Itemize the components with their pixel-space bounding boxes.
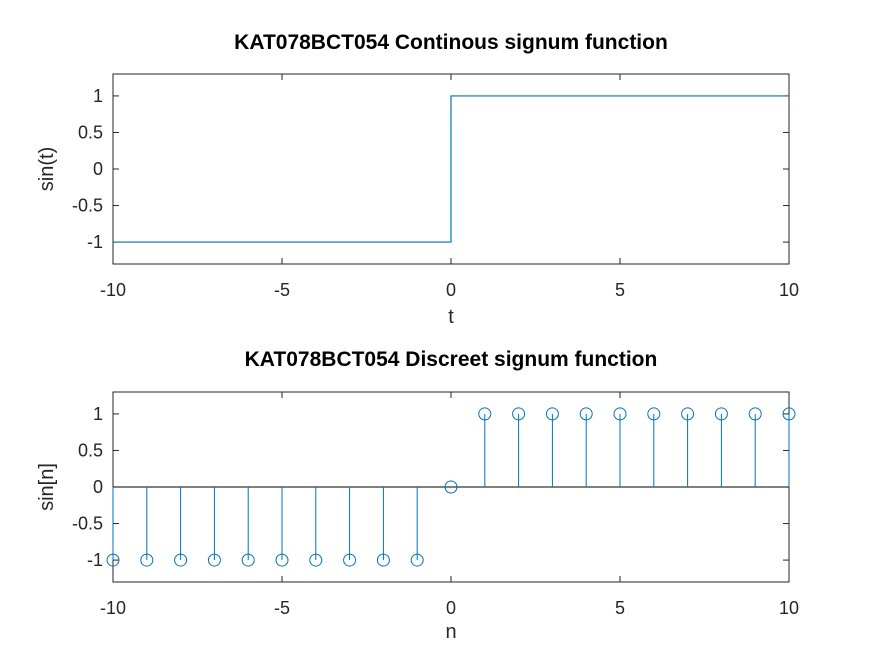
bottom-y-tick-label: 0.5: [78, 440, 103, 460]
bottom-stem-marker: [444, 480, 458, 494]
bottom-stem-marker: [579, 407, 593, 421]
bottom-subplot: KAT078BCT054 Discreet signum function n …: [36, 348, 799, 643]
bottom-x-tick-label: 5: [615, 598, 625, 618]
top-y-tick-label: -0.5: [72, 196, 103, 216]
top-subplot: KAT078BCT054 Continous signum function t…: [36, 31, 799, 328]
top-chart-title: KAT078BCT054 Continous signum function: [234, 31, 668, 54]
bottom-y-tick-label: -0.5: [72, 514, 103, 534]
top-x-tick-label: 5: [615, 280, 625, 300]
bottom-stem-marker: [174, 553, 188, 567]
bottom-y-tick-label: 1: [93, 404, 103, 424]
bottom-x-tick-label: -5: [274, 598, 290, 618]
bottom-stem-marker: [140, 553, 154, 567]
bottom-x-tick-label: 0: [446, 598, 456, 618]
bottom-stem-marker: [376, 553, 390, 567]
bottom-chart-title: KAT078BCT054 Discreet signum function: [245, 348, 658, 371]
bottom-stem-marker: [714, 407, 728, 421]
bottom-y-axis-label: sin[n]: [36, 463, 58, 511]
bottom-stem-marker: [613, 407, 627, 421]
top-y-tick-label: -1: [87, 232, 103, 252]
top-x-axis-label: t: [448, 306, 454, 328]
bottom-stem-marker: [343, 553, 357, 567]
bottom-stem-marker: [207, 553, 221, 567]
top-x-tick-label: 10: [779, 280, 799, 300]
bottom-ticks: -10 -5 0 5 10 1 0.5 0 -0.5 -1: [72, 392, 799, 618]
bottom-stem-marker: [309, 553, 323, 567]
bottom-stem-marker: [275, 553, 289, 567]
bottom-stem-marker: [410, 553, 424, 567]
bottom-stem-marker: [106, 553, 120, 567]
bottom-stem-marker: [545, 407, 559, 421]
bottom-y-tick-label: 0: [93, 477, 103, 497]
top-ticks: -10 -5 0 5 10 1 0.5 0 -0.5 -1: [72, 74, 799, 300]
top-series: [113, 95, 789, 243]
top-y-tick-label: 0: [93, 159, 103, 179]
top-x-tick-label: 0: [446, 280, 456, 300]
bottom-x-tick-label: -10: [100, 598, 126, 618]
top-x-tick-label: -5: [274, 280, 290, 300]
bottom-stem-marker: [512, 407, 526, 421]
bottom-stem-marker: [478, 407, 492, 421]
bottom-stem-marker: [647, 407, 661, 421]
bottom-stem-marker: [241, 553, 255, 567]
top-y-tick-label: 0.5: [78, 122, 103, 142]
top-y-axis-label: sin(t): [36, 147, 58, 191]
top-signum-line: [113, 95, 789, 243]
top-x-tick-label: -10: [100, 280, 126, 300]
bottom-series: [106, 407, 796, 567]
bottom-y-tick-label: -1: [87, 550, 103, 570]
bottom-x-axis-label: n: [445, 621, 456, 643]
bottom-stem-marker: [681, 407, 695, 421]
bottom-x-tick-label: 10: [779, 598, 799, 618]
bottom-stem-marker: [748, 407, 762, 421]
bottom-stem-marker: [782, 407, 796, 421]
top-y-tick-label: 1: [93, 86, 103, 106]
